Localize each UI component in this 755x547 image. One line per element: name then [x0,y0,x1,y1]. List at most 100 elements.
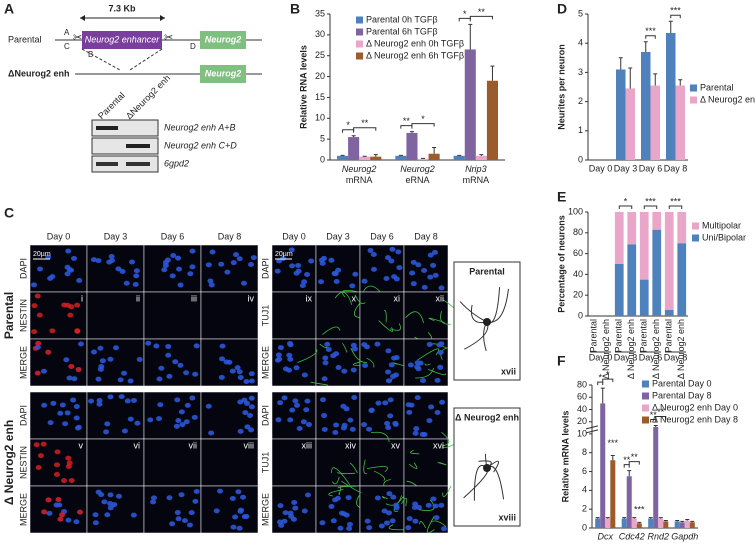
allele-label: ΔNeurog2 enh [8,68,69,78]
nucleus [205,403,212,409]
panel-numeral: ii [136,293,140,303]
nucleus [240,494,247,500]
x-tick-label: Parental [589,319,599,353]
nucleus [35,340,42,346]
nucleus [64,410,71,416]
neurite [350,347,367,363]
nucleus [385,510,392,516]
nucleus [361,278,368,284]
group-label: Δ Neurog2 enh [2,420,16,505]
error-bar [658,517,663,519]
error-bar [680,520,685,523]
group-label: Parental [2,292,16,339]
x-tick-label: Day 8 [664,163,688,173]
nucleus [277,400,284,406]
nucleus [426,418,433,424]
nucleus [31,282,38,288]
nucleus [63,357,70,363]
error-bar [373,154,378,157]
significance-bracket [643,205,658,209]
significance-bracket [400,125,413,129]
nucleus [45,497,52,503]
cut-site: ✂ [164,32,173,44]
nucleus [438,502,445,508]
nucleus [392,372,399,378]
nucleus [243,379,250,385]
error-bar [432,146,437,154]
micrograph [315,438,361,487]
nucleus [53,472,60,478]
nucleus [393,502,400,508]
neurite [405,311,424,324]
nucleus [288,247,295,253]
nucleus [104,512,111,518]
nucleus [217,488,224,494]
nucleus [65,517,72,523]
legend-label: Δ Neurog2 enh 0h TGFβ [366,38,464,48]
micrograph [29,391,88,440]
inset-numeral: xviii [498,512,516,522]
nucleus [362,363,369,369]
group-label: Day 3 [614,352,638,362]
significance-label: ** [657,407,665,417]
enhancer-box [82,31,162,49]
stain-label: DAPI [260,405,270,426]
nucleus [108,258,115,264]
nucleus [177,282,184,288]
nucleus [426,341,433,347]
micrograph [359,438,405,487]
y-tick-label: 10 [315,113,325,123]
primer-label: C [64,42,70,51]
soma [483,318,491,326]
error-bar [468,23,473,50]
legend-label: Parental Day 8 [652,390,712,400]
nucleus [287,510,294,516]
stain-label: TUJ1 [260,452,270,474]
nucleus [99,358,106,364]
nucleus [174,510,181,516]
error-bar [490,65,495,81]
nucleus [361,422,368,428]
nucleus [145,340,152,346]
panel-numeral: v [79,440,84,450]
nucleus [322,355,329,361]
nucleus [382,400,389,406]
bar [626,476,632,528]
legend-swatch [642,380,649,388]
neurite [341,480,362,493]
panel-numeral: xi [394,293,401,303]
nucleus [432,272,439,278]
nucleus [243,514,250,520]
nucleus [57,410,64,416]
panel-numeral: x [352,293,357,303]
nucleus [175,516,182,522]
nucleus [92,512,99,518]
nucleus [419,431,426,437]
nucleus [291,499,298,505]
error-bar [663,519,668,522]
column-header: Day 8 [414,231,438,241]
significance-bracket [628,461,640,465]
x-tick-label: Dcx [598,531,614,541]
nucleus [248,261,255,267]
nucleus [385,369,392,375]
nucleus [192,498,199,504]
column-header: Day 6 [370,231,394,241]
nucleus [430,496,437,502]
neurite [367,466,388,473]
significance-label: *** [634,505,645,515]
nucleus [286,352,293,358]
nucleus [115,493,122,499]
nucleus [170,252,177,258]
nucleus [333,278,340,284]
nucleus [384,255,391,261]
nucleus [304,271,311,277]
error-bar [668,20,673,33]
neurite [310,381,329,386]
y-tick-label: 4 [582,485,587,495]
y-tick-label: 15 [315,92,325,102]
panel-numeral: iv [248,293,255,303]
significance-label: * [346,120,350,130]
primer-label: B [88,50,93,59]
nucleus [184,402,191,408]
